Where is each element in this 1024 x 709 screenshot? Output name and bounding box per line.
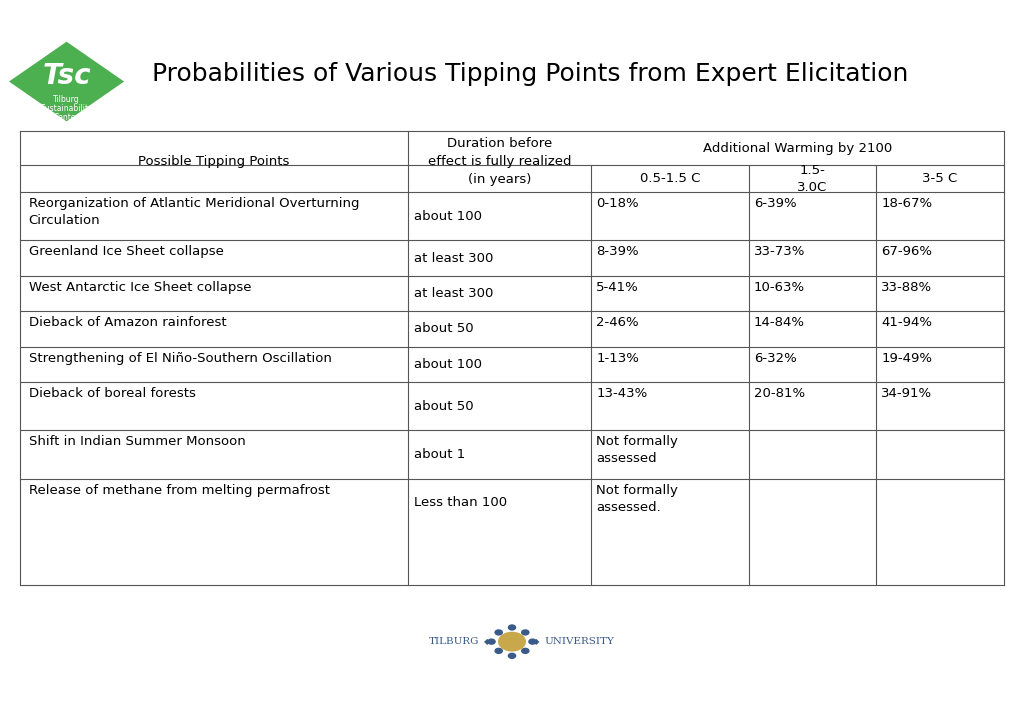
Text: TILBURG: TILBURG [429, 637, 479, 646]
Text: at least 300: at least 300 [414, 252, 494, 264]
Text: 20-81%: 20-81% [754, 387, 805, 400]
Text: 8-39%: 8-39% [596, 245, 639, 258]
Text: 41-94%: 41-94% [882, 316, 932, 329]
Text: 6-39%: 6-39% [754, 197, 797, 210]
Text: Not formally
assessed: Not formally assessed [596, 435, 678, 465]
Text: 13-43%: 13-43% [596, 387, 647, 400]
Text: 5-41%: 5-41% [596, 281, 639, 294]
Text: UNIVERSITY: UNIVERSITY [545, 637, 614, 646]
Text: Shift in Indian Summer Monsoon: Shift in Indian Summer Monsoon [29, 435, 246, 448]
Text: Duration before
effect is fully realized
(in years): Duration before effect is fully realized… [427, 137, 571, 186]
Text: Probabilities of Various Tipping Points from Expert Elicitation: Probabilities of Various Tipping Points … [152, 62, 908, 86]
Text: about 50: about 50 [414, 400, 473, 413]
Text: Tilburg: Tilburg [53, 95, 80, 104]
Text: Reorganization of Atlantic Meridional Overturning
Circulation: Reorganization of Atlantic Meridional Ov… [29, 197, 359, 227]
Text: 3-5 C: 3-5 C [923, 172, 957, 185]
Text: 18-67%: 18-67% [882, 197, 933, 210]
Text: Not formally
assessed.: Not formally assessed. [596, 484, 678, 513]
Text: 10-63%: 10-63% [754, 281, 805, 294]
Text: 14-84%: 14-84% [754, 316, 805, 329]
Text: Center: Center [53, 113, 80, 122]
Text: ◆: ◆ [484, 637, 490, 646]
Text: 67-96%: 67-96% [882, 245, 932, 258]
Text: Strengthening of El Niño-Southern Oscillation: Strengthening of El Niño-Southern Oscill… [29, 352, 332, 364]
Text: about 100: about 100 [414, 210, 481, 223]
Text: Dieback of Amazon rainforest: Dieback of Amazon rainforest [29, 316, 226, 329]
Text: about 50: about 50 [414, 323, 473, 335]
Text: at least 300: at least 300 [414, 287, 494, 300]
Text: about 100: about 100 [414, 358, 481, 371]
Text: 0-18%: 0-18% [596, 197, 639, 210]
Text: 33-73%: 33-73% [754, 245, 805, 258]
Text: about 1: about 1 [414, 448, 465, 461]
Text: 19-49%: 19-49% [882, 352, 932, 364]
Text: Possible Tipping Points: Possible Tipping Points [138, 155, 290, 168]
Text: 33-88%: 33-88% [882, 281, 933, 294]
Text: 6-32%: 6-32% [754, 352, 797, 364]
Text: Sustainability: Sustainability [40, 104, 93, 113]
Text: Release of methane from melting permafrost: Release of methane from melting permafro… [29, 484, 330, 496]
Text: Tsc: Tsc [42, 62, 91, 90]
Text: Additional Warming by 2100: Additional Warming by 2100 [702, 142, 892, 155]
Text: 2-46%: 2-46% [596, 316, 639, 329]
Text: Less than 100: Less than 100 [414, 496, 507, 509]
Text: West Antarctic Ice Sheet collapse: West Antarctic Ice Sheet collapse [29, 281, 251, 294]
Text: 1-13%: 1-13% [596, 352, 639, 364]
Text: Greenland Ice Sheet collapse: Greenland Ice Sheet collapse [29, 245, 223, 258]
Text: 34-91%: 34-91% [882, 387, 933, 400]
Text: ◆: ◆ [534, 637, 540, 646]
Text: Dieback of boreal forests: Dieback of boreal forests [29, 387, 196, 400]
Text: 0.5-1.5 C: 0.5-1.5 C [640, 172, 700, 185]
Text: 1.5-
3.0C: 1.5- 3.0C [798, 164, 827, 194]
